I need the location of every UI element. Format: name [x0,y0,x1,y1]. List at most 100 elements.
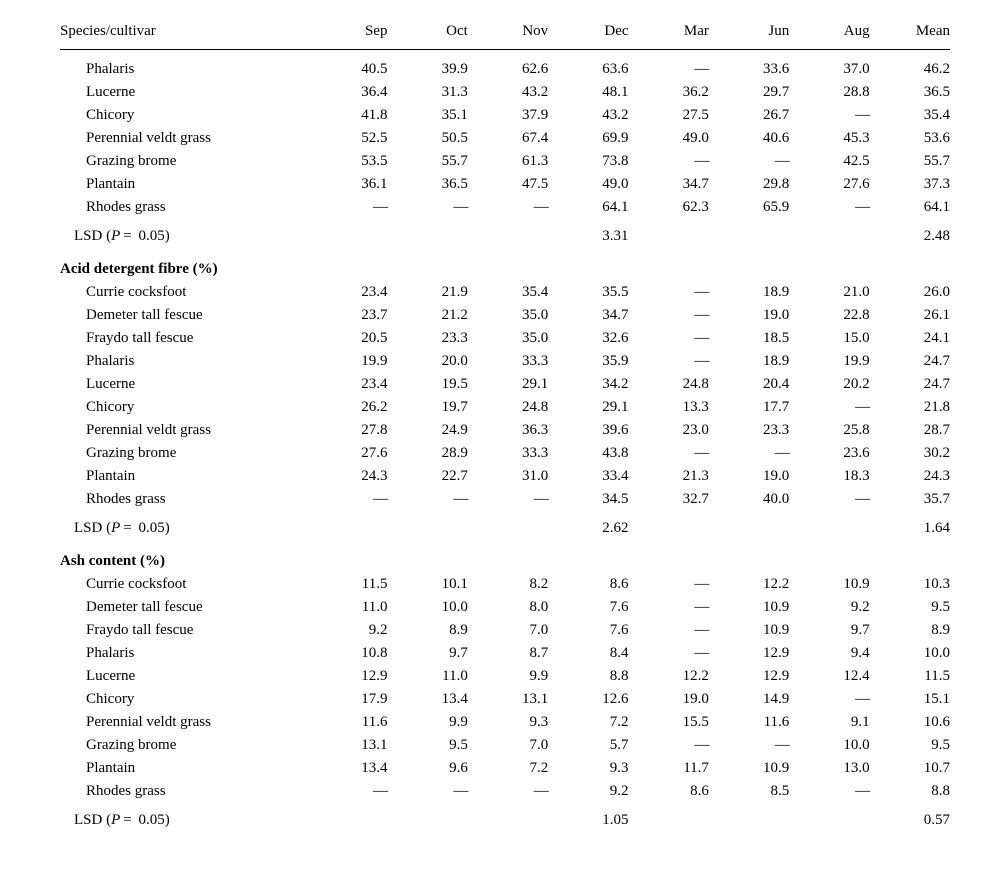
lsd-dec: 1.05 [548,809,628,832]
cell-value: 64.1 [548,196,628,219]
cell-value: 27.5 [629,104,709,127]
row-label: Currie cocksfoot [60,573,307,596]
table-row: Grazing brome13.19.57.05.7——10.09.5 [60,734,950,757]
cell-value: — [629,573,709,596]
cell-value: 23.3 [387,327,467,350]
cell-value: 8.8 [548,665,628,688]
table-row: Demeter tall fescue11.010.08.07.6—10.99.… [60,596,950,619]
table-row: Rhodes grass———64.162.365.9—64.1 [60,196,950,219]
cell-value: 35.4 [870,104,950,127]
cell-value: 53.6 [870,127,950,150]
lsd-mean: 2.48 [870,225,950,248]
cell-value: 8.9 [870,619,950,642]
cell-value: 35.4 [468,281,548,304]
cell-value: — [709,150,789,173]
cell-value: 40.6 [709,127,789,150]
cell-value: 40.0 [709,488,789,511]
cell-value: 5.7 [548,734,628,757]
cell-value: 12.2 [629,665,709,688]
cell-value: 27.8 [307,419,387,442]
table-row: Lucerne23.419.529.134.224.820.420.224.7 [60,373,950,396]
lsd-label: LSD (P = 0.05) [60,225,307,248]
row-label: Fraydo tall fescue [60,327,307,350]
table-row: Lucerne36.431.343.248.136.229.728.836.5 [60,81,950,104]
cell-value: 33.4 [548,465,628,488]
cell-value: 10.0 [870,642,950,665]
cell-value: 49.0 [548,173,628,196]
cell-value: — [709,734,789,757]
cell-value: 26.2 [307,396,387,419]
row-label: Phalaris [60,350,307,373]
cell-value: 36.5 [870,81,950,104]
cell-value: 35.0 [468,304,548,327]
cell-value: 67.4 [468,127,548,150]
lsd-row: LSD (P = 0.05)1.050.57 [60,809,950,832]
row-label: Lucerne [60,373,307,396]
cell-value: 10.8 [307,642,387,665]
cell-value: 23.0 [629,419,709,442]
cell-value: 36.1 [307,173,387,196]
table-row: Rhodes grass———9.28.68.5—8.8 [60,780,950,803]
cell-value: — [387,488,467,511]
cell-value: 9.5 [870,734,950,757]
row-label: Chicory [60,396,307,419]
cell-value: 73.8 [548,150,628,173]
row-label: Perennial veldt grass [60,711,307,734]
lsd-row: LSD (P = 0.05)2.621.64 [60,517,950,540]
cell-value: 37.9 [468,104,548,127]
cell-value: 64.1 [870,196,950,219]
table-row: Phalaris10.89.78.78.4—12.99.410.0 [60,642,950,665]
row-label: Grazing brome [60,150,307,173]
cell-value: 8.7 [468,642,548,665]
cell-value: 19.9 [789,350,869,373]
table-row: Chicory26.219.724.829.113.317.7—21.8 [60,396,950,419]
section-title: Ash content (%) [60,550,950,573]
cell-value: 33.3 [468,350,548,373]
table-row: Fraydo tall fescue20.523.335.032.6—18.51… [60,327,950,350]
cell-value: 36.5 [387,173,467,196]
cell-value: 49.0 [629,127,709,150]
cell-value: — [307,488,387,511]
cell-value: 39.6 [548,419,628,442]
cell-value: — [629,619,709,642]
cell-value: 9.3 [468,711,548,734]
cell-value: 26.1 [870,304,950,327]
cell-value: 53.5 [307,150,387,173]
cell-value: 14.9 [709,688,789,711]
lsd-label: LSD (P = 0.05) [60,809,307,832]
cell-value: 9.6 [387,757,467,780]
table-row: Grazing brome27.628.933.343.8——23.630.2 [60,442,950,465]
cell-value: 8.6 [629,780,709,803]
cell-value: 22.7 [387,465,467,488]
col-header-mar: Mar [629,20,709,50]
cell-value: — [789,396,869,419]
cell-value: 11.5 [870,665,950,688]
cell-value: 32.6 [548,327,628,350]
cell-value: 55.7 [387,150,467,173]
table-row: Chicory41.835.137.943.227.526.7—35.4 [60,104,950,127]
cell-value: 7.2 [548,711,628,734]
cell-value: 55.7 [870,150,950,173]
cell-value: 10.0 [789,734,869,757]
table-row: Phalaris40.539.962.663.6—33.637.046.2 [60,58,950,81]
cell-value: 10.3 [870,573,950,596]
cell-value: 37.0 [789,58,869,81]
cell-value: 20.5 [307,327,387,350]
cell-value: 12.9 [307,665,387,688]
table-body: Phalaris40.539.962.663.6—33.637.046.2Luc… [60,50,950,833]
cell-value: 62.3 [629,196,709,219]
row-label: Plantain [60,757,307,780]
cell-value: 7.0 [468,734,548,757]
cell-value: 9.2 [307,619,387,642]
cell-value: 34.5 [548,488,628,511]
cell-value: — [629,596,709,619]
cell-value: 19.0 [629,688,709,711]
cell-value: 19.0 [709,304,789,327]
cell-value: 10.6 [870,711,950,734]
cell-value: — [789,488,869,511]
col-header-sep: Sep [307,20,387,50]
cell-value: 11.0 [387,665,467,688]
cell-value: — [789,196,869,219]
row-label: Chicory [60,104,307,127]
cell-value: 23.7 [307,304,387,327]
